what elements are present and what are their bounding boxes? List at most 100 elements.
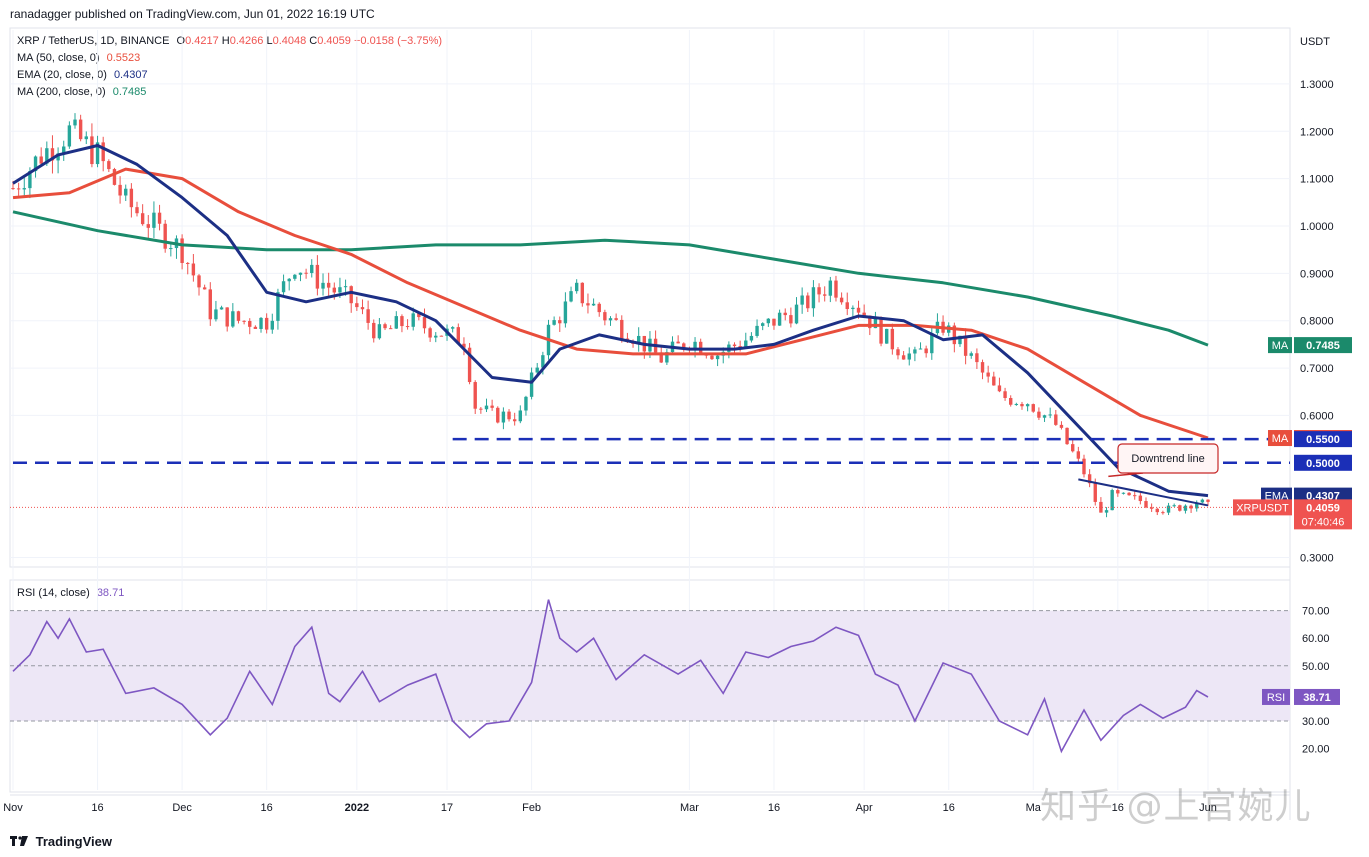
rsi-line <box>12 599 1209 754</box>
candle <box>231 311 235 327</box>
candle <box>986 372 990 377</box>
candle <box>772 318 776 326</box>
candle <box>789 315 793 324</box>
candle <box>135 207 139 214</box>
candle <box>1133 495 1137 497</box>
x-tick-label: Feb <box>522 802 541 814</box>
candle <box>552 320 556 325</box>
candle <box>338 287 342 293</box>
candle <box>580 282 585 304</box>
candle <box>997 385 1002 392</box>
candle <box>603 312 607 321</box>
candle <box>67 125 72 147</box>
price-tag-value: 0.4059 <box>1306 502 1340 514</box>
candle <box>1116 490 1120 494</box>
candle <box>253 326 258 329</box>
candle <box>152 212 156 228</box>
downtrend-label: Downtrend line <box>1131 453 1204 465</box>
candle <box>163 223 167 249</box>
candle <box>146 224 150 228</box>
candle <box>1172 505 1176 507</box>
candle <box>78 119 83 140</box>
price-tag-value: 0.5000 <box>1306 458 1340 470</box>
tradingview-logo[interactable]: TradingView <box>10 834 112 849</box>
candle <box>411 313 415 327</box>
ma50-legend: MA (50, close, 0) 0.5523 <box>17 52 141 64</box>
candle <box>963 335 968 356</box>
candle <box>326 282 331 288</box>
candle <box>197 275 201 288</box>
y-tick-label: 0.3000 <box>1300 553 1334 565</box>
candle <box>749 335 754 341</box>
candle <box>1076 451 1081 459</box>
candle <box>372 322 376 339</box>
price-tag <box>1294 431 1352 448</box>
candle <box>366 309 370 323</box>
candle <box>388 328 393 330</box>
candle <box>1206 499 1210 502</box>
candle <box>738 346 742 348</box>
rsi-legend: RSI (14, close) 38.71 <box>17 587 125 599</box>
candle <box>90 136 94 165</box>
candle <box>574 282 579 292</box>
ema20-legend: EMA (20, close, 0) 0.4307 <box>17 69 148 81</box>
candle <box>958 335 962 345</box>
price-tag <box>1294 337 1352 354</box>
y-tick-label: 0.7000 <box>1300 363 1334 375</box>
price-tag-value: 0.7485 <box>1306 340 1340 352</box>
price-tag-name <box>1268 337 1292 354</box>
candle <box>636 335 641 344</box>
candle <box>834 280 838 298</box>
candle <box>952 325 957 345</box>
candle <box>186 262 190 264</box>
candle <box>1200 499 1205 503</box>
candle <box>930 333 934 354</box>
x-tick-label: 16 <box>91 802 103 814</box>
candle <box>298 272 303 275</box>
candle <box>614 318 618 320</box>
candle <box>281 281 286 293</box>
y-tick-label: 0.8000 <box>1300 316 1334 328</box>
candle <box>783 312 787 316</box>
candle <box>1155 508 1159 513</box>
candle <box>591 303 596 306</box>
price-tag <box>1294 454 1352 471</box>
candle <box>264 317 269 330</box>
candle <box>569 291 573 302</box>
candle <box>22 188 26 190</box>
candle <box>924 348 928 354</box>
rsi-tag-name-text: RSI <box>1267 692 1285 704</box>
candle <box>332 287 336 293</box>
candle <box>665 352 669 363</box>
rsi-tick-label: 60.00 <box>1302 633 1330 645</box>
candle <box>50 148 55 161</box>
candle <box>62 146 66 154</box>
candle <box>107 161 111 170</box>
candle <box>1031 404 1035 412</box>
candle <box>1082 458 1086 475</box>
price-tag <box>1294 499 1352 530</box>
ma50-line <box>12 167 1209 440</box>
candle <box>304 272 308 274</box>
candle <box>845 302 849 310</box>
rsi-tick-label: 70.00 <box>1302 606 1330 618</box>
candle <box>101 142 105 162</box>
candle <box>16 188 21 190</box>
candle <box>501 411 506 423</box>
x-tick-label: Mar <box>680 802 699 814</box>
candle <box>1014 403 1019 405</box>
y-tick-label: 1.0000 <box>1300 221 1334 233</box>
candle <box>287 278 291 282</box>
candle <box>823 294 827 296</box>
x-tick-label: 2022 <box>345 802 369 814</box>
y-tick-label: 0.9000 <box>1300 268 1334 280</box>
candle <box>766 318 771 324</box>
candle <box>777 312 782 326</box>
candle <box>1020 403 1024 407</box>
rsi-tag <box>1294 688 1340 705</box>
price-tag-name <box>1233 499 1292 516</box>
price-tag-name-text: MA <box>1272 433 1289 445</box>
price-pane-frame <box>9 27 1291 568</box>
candle <box>879 318 883 344</box>
